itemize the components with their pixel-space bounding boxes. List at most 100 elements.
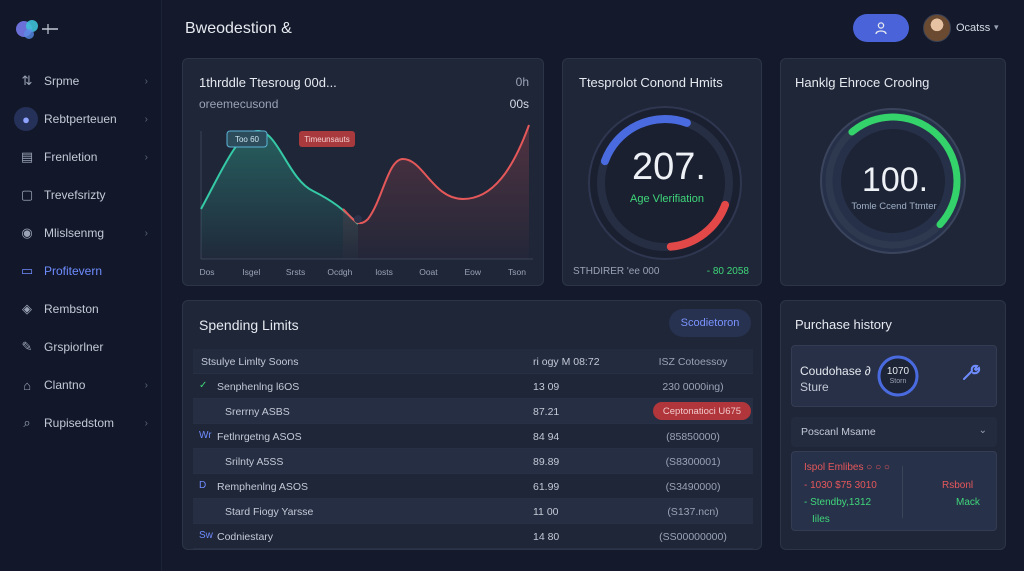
- sidebar-item-label: Profitevern: [44, 264, 103, 278]
- row-name: Remphenlng ASOS: [217, 481, 309, 493]
- table-row[interactable]: Srilnty A5SS 89.89 (S8300001): [193, 449, 753, 474]
- sidebar-item-4[interactable]: ◉ Mlislsenmg ›: [0, 214, 162, 252]
- table-row[interactable]: Wr Fetlnrgetng ASOS 84 94 (85850000): [193, 424, 753, 449]
- sidebar-item-label: Mlislsenmg: [44, 226, 105, 240]
- gauge1-value: 207.: [632, 146, 706, 188]
- purchase-list-row2[interactable]: - Stendby,1312: [804, 497, 872, 508]
- sidebar-item-7[interactable]: ✎ Grspiorlner: [0, 328, 162, 366]
- table-row[interactable]: Srerrny ASBS 87.21 Ceptonatioci U675: [193, 399, 753, 424]
- chevron-right-icon: ›: [144, 113, 148, 125]
- row-time: 14 80: [533, 531, 560, 543]
- red-callout-box: [299, 131, 355, 147]
- gauge2-green-arc: [848, 113, 961, 228]
- shield-icon: ◉: [21, 225, 33, 240]
- sidebar-nav: ⇅ Srpme › ● Rebtperteuen › ▤ Frenletion › ▢ Trevef…: [0, 62, 162, 442]
- purchase-ring-label: Storn: [889, 378, 907, 385]
- row-amount: (S8300001): [665, 456, 721, 468]
- x-axis-tick-label: Srsts: [286, 267, 305, 277]
- sidebar-item-2[interactable]: ▤ Frenletion ›: [0, 138, 162, 176]
- gauge1-blue-arc: [600, 115, 691, 166]
- purchase-filter-select[interactable]: Poscanl Msame ⌄: [791, 417, 997, 447]
- pen-icon: ✎: [21, 339, 33, 354]
- row-amount: (SS00000000): [659, 531, 727, 543]
- row-time: 13 09: [533, 381, 560, 393]
- sidebar-item-1[interactable]: ● Rebtperteuen ›: [0, 100, 162, 138]
- purchase-list-row3[interactable]: Iiles: [812, 514, 830, 525]
- user-icon: [875, 22, 887, 35]
- sidebar-item-label: Clantno: [44, 378, 86, 392]
- sidebar-item-6[interactable]: ◈ Rembston: [0, 290, 162, 328]
- sidebar-item-label: Trevefsrizty: [44, 188, 106, 202]
- series-crossover-dot: [354, 215, 362, 223]
- wrench-icon[interactable]: [960, 362, 982, 384]
- chevron-right-icon: ›: [144, 379, 148, 391]
- calendar-icon: ▤: [20, 149, 34, 164]
- row-amount: (85850000): [666, 431, 720, 443]
- sidebar-item-9[interactable]: ⌕ Rupisedstom ›: [0, 404, 162, 442]
- row-marker-icon: Wr: [199, 430, 212, 441]
- x-axis-tick-label: Dos: [199, 267, 214, 277]
- trend-chart-subtitle: oreemecusond: [199, 97, 279, 111]
- x-axis-tick-label: losts: [375, 267, 392, 277]
- row-marker-icon: ✓: [199, 380, 208, 391]
- trend-chart: Too 60 Timeunsauts Dos Isgel Srsts Ocdgh los…: [199, 124, 533, 277]
- gauge2-title: Hanklg Ehroce Croolng: [795, 75, 930, 90]
- sidebar-item-5[interactable]: ▭ Profitevern: [0, 252, 162, 290]
- sidebar: ⇅ Srpme › ● Rebtperteuen › ▤ Frenletion › ▢ Trevef…: [0, 0, 162, 571]
- purchase-list-divider: [902, 466, 903, 518]
- row-name: Senphenlng l6OS: [217, 381, 300, 393]
- row-amount: (S3490000): [665, 481, 721, 493]
- eye-icon: ◈: [22, 301, 32, 316]
- row-amount: (S137.ncn): [667, 506, 719, 518]
- table-row[interactable]: Stard Fiogy Yarsse 11 00 (S137.ncn): [193, 499, 753, 524]
- purchase-summary-line1: Coudohase ∂: [800, 364, 871, 378]
- wallet-icon: ⇅: [21, 73, 33, 88]
- chat-icon: ▢: [20, 187, 34, 202]
- table-row[interactable]: Sw Codniestary 14 80 (SS00000000): [193, 524, 753, 549]
- user-menu-caret-icon[interactable]: ▾: [994, 22, 999, 32]
- user-name[interactable]: Ocatss: [956, 22, 991, 34]
- table-row[interactable]: ✓ Senphenlng l6OS 13 09 230 0000ing): [193, 374, 753, 399]
- spending-limits-table: Stsulye Limlty Soons ri ogy M 08:72 ISZ …: [193, 349, 753, 549]
- spending-limits-card: Spending Limits Scodietoron Stsulye Liml…: [182, 300, 762, 550]
- purchase-summary-line2: Sture: [800, 380, 829, 394]
- row-amount-badge: Ceptonatioci U675: [653, 402, 751, 420]
- sidebar-item-label: Rembston: [44, 302, 99, 316]
- sidebar-item-label: Frenletion: [44, 150, 98, 164]
- page-title: Bweodestion &: [185, 20, 292, 37]
- sidebar-item-0[interactable]: ⇅ Srpme ›: [0, 62, 162, 100]
- gauge2-caption: Tomle Ccend Ttmter: [851, 201, 936, 212]
- sidebar-item-8[interactable]: ⌂ Clantno ›: [0, 366, 162, 404]
- chevron-right-icon: ›: [144, 151, 148, 163]
- sidebar-item-label: Rebtperteuen: [44, 112, 117, 126]
- purchase-list-row1[interactable]: - 1030 $75 3010: [804, 480, 877, 491]
- gauge1-red-arc: [666, 200, 730, 251]
- spending-action-button[interactable]: Scodietoron: [669, 309, 751, 337]
- profile-button[interactable]: [853, 14, 909, 42]
- row-name: Srilnty A5SS: [225, 456, 284, 468]
- purchase-list: Ispol Emlibes ○ ○ ○ - 1030 $75 3010 - St…: [791, 451, 997, 531]
- purchase-ring: [877, 355, 919, 397]
- app-logo[interactable]: [12, 14, 62, 44]
- purchase-list-right2: Mack: [956, 497, 980, 508]
- purchase-summary-box[interactable]: Coudohase ∂ Sture 1070 Storn: [791, 345, 997, 407]
- table-row[interactable]: D Remphenlng ASOS 61.99 (S3490000): [193, 474, 753, 499]
- sidebar-item-3[interactable]: ▢ Trevefsrizty: [0, 176, 162, 214]
- row-time: 84 94: [533, 431, 560, 443]
- sidebar-item-label: Rupisedstom: [44, 416, 115, 430]
- row-name: Stard Fiogy Yarsse: [225, 506, 314, 518]
- sidebar-item-label: Grspiorlner: [44, 340, 104, 354]
- spending-limits-title: Spending Limits: [199, 317, 299, 333]
- row-time: 89.89: [533, 456, 560, 468]
- red-series-area: [343, 125, 529, 259]
- row-time: 87.21: [533, 406, 560, 418]
- trend-chart-range[interactable]: 0h: [515, 75, 529, 89]
- home-icon: ⌂: [23, 377, 31, 393]
- avatar[interactable]: [923, 14, 951, 42]
- purchase-list-right1: Rsbonl: [942, 480, 974, 491]
- purchase-history-card: Purchase history Coudohase ∂ Sture 1070 …: [780, 300, 1006, 550]
- x-axis-tick-label: Ooat: [419, 267, 438, 277]
- teal-series-line: [200, 129, 359, 225]
- row-time: 61.99: [533, 481, 560, 493]
- gauge1-title: Ttesprolot Conond Hmits: [579, 75, 723, 90]
